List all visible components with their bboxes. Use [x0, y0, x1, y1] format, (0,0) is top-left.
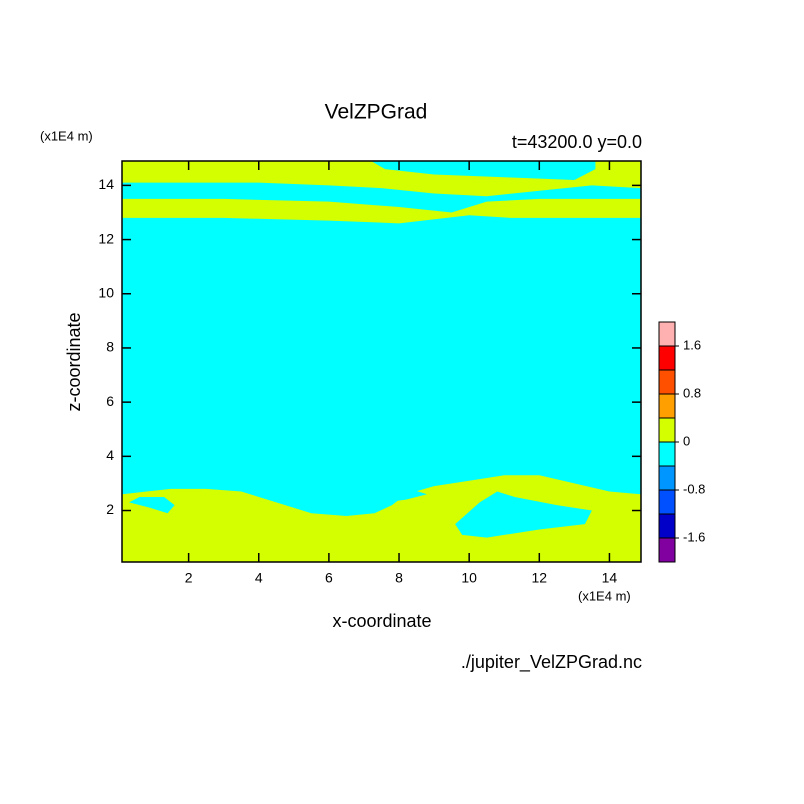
chart-subtitle: t=43200.0 y=0.0	[512, 132, 642, 152]
plot-frame	[121, 160, 642, 563]
colorbar-box	[658, 417, 676, 443]
colorbar-tick-label: 0	[683, 433, 690, 448]
x-unit: (x1E4 m)	[578, 588, 631, 603]
colorbar-box	[658, 489, 676, 515]
colorbar-tick-label: -1.6	[683, 529, 705, 544]
x-tick-label: 6	[325, 570, 333, 586]
x-tick-label: 12	[532, 570, 548, 586]
colorbar-tick-label: 1.6	[683, 337, 701, 352]
y-tick-label: 2	[106, 501, 114, 517]
contour-region	[122, 161, 641, 197]
y-tick-label: 14	[98, 176, 114, 192]
colorbar-tick-label: 0.8	[683, 385, 701, 400]
colorbar-box	[658, 441, 676, 467]
y-tick-label: 10	[98, 284, 114, 300]
colorbar-tick-label: -0.8	[683, 481, 705, 496]
y-tick-label: 4	[106, 447, 114, 463]
x-tick-label: 14	[602, 570, 618, 586]
contour-region	[129, 496, 175, 514]
y-axis-label: z-coordinate	[64, 312, 84, 411]
y-unit: (x1E4 m)	[40, 128, 93, 143]
contour-region	[370, 488, 428, 503]
contour-region	[455, 491, 592, 538]
x-axis-label: x-coordinate	[332, 611, 431, 631]
colorbar-box	[658, 345, 676, 371]
colorbar-box	[658, 513, 676, 539]
colorbar-box	[658, 465, 676, 491]
x-tick-label: 8	[395, 570, 403, 586]
y-tick-label: 6	[106, 393, 114, 409]
y-tick-label: 12	[98, 230, 114, 246]
colorbar-box	[658, 321, 676, 347]
contour-region	[122, 198, 641, 224]
chart-title: VelZPGrad	[325, 101, 428, 124]
footer: ./jupiter_VelZPGrad.nc	[461, 652, 642, 673]
y-tick-label: 8	[106, 339, 114, 355]
colorbar-box	[658, 369, 676, 395]
x-tick-label: 10	[461, 570, 477, 586]
colorbar-box	[658, 393, 676, 419]
x-tick-label: 2	[185, 570, 193, 586]
x-tick-label: 4	[255, 570, 263, 586]
colorbar-box	[658, 537, 676, 563]
